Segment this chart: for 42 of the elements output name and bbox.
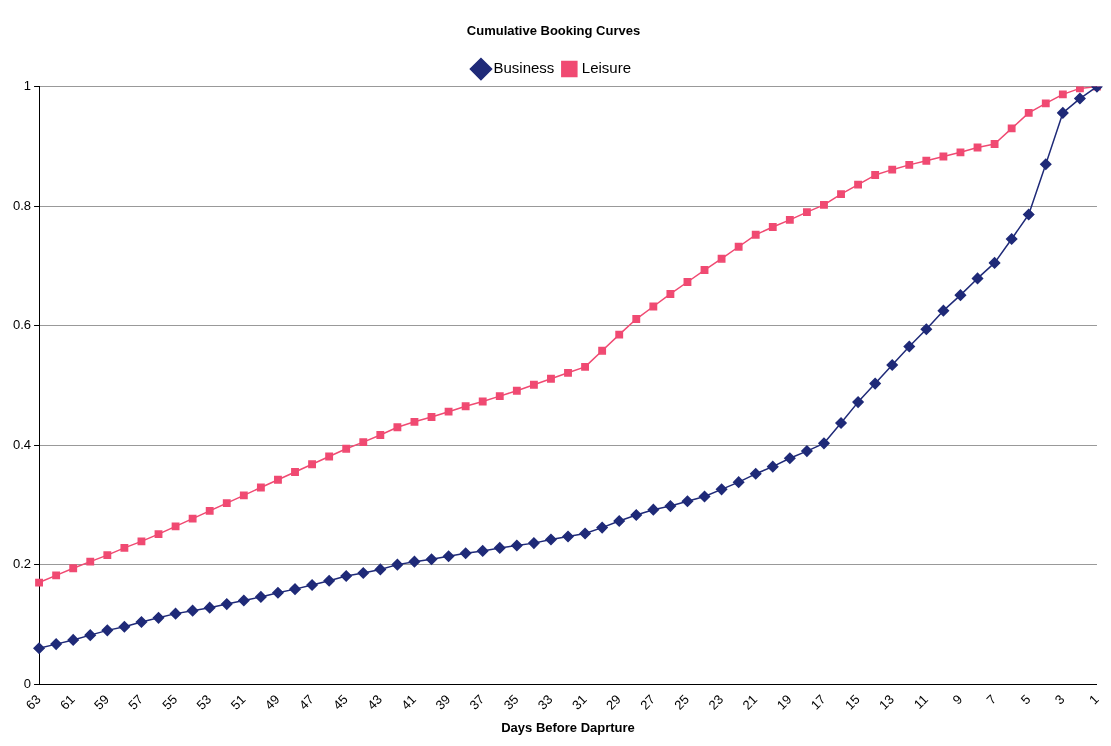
x-tick-label: 29 bbox=[603, 691, 624, 713]
x-tick-label: 43 bbox=[364, 691, 385, 713]
x-tick-label: 27 bbox=[637, 691, 658, 713]
x-tick-label: 9 bbox=[949, 691, 966, 708]
x-tick-label: 3 bbox=[1051, 691, 1068, 708]
x-tick-label: 31 bbox=[568, 691, 590, 713]
x-tick-label: 41 bbox=[398, 691, 420, 713]
x-tick-label: 47 bbox=[295, 691, 317, 713]
legend-label: Business bbox=[493, 59, 555, 77]
x-tick-label: 57 bbox=[125, 691, 147, 713]
y-tick-label: 0.6 bbox=[12, 317, 32, 333]
x-tick-label: 39 bbox=[432, 691, 454, 713]
x-tick-label: 7 bbox=[983, 691, 1000, 708]
x-tick-label: 63 bbox=[22, 691, 44, 713]
x-tick-label: 1 bbox=[1085, 691, 1102, 708]
x-tick-label: 23 bbox=[705, 691, 727, 713]
x-tick-label: 53 bbox=[193, 691, 215, 713]
x-tick-label: 21 bbox=[739, 691, 761, 713]
y-tick-label: 0 bbox=[23, 675, 32, 691]
y-tick-label: 0.2 bbox=[12, 556, 32, 572]
x-tick-label: 13 bbox=[876, 691, 897, 713]
y-tick-label: 1 bbox=[23, 78, 32, 94]
x-tick-label: 19 bbox=[773, 691, 795, 713]
x-tick-label: 15 bbox=[841, 691, 863, 713]
x-tick-label: 45 bbox=[330, 691, 351, 713]
y-tick-label: 0.8 bbox=[12, 197, 32, 213]
x-tick-label: 59 bbox=[91, 691, 112, 713]
x-tick-label: 35 bbox=[500, 691, 522, 713]
x-tick-label: 17 bbox=[807, 691, 829, 713]
x-tick-label: 25 bbox=[671, 691, 693, 713]
x-tick-label: 5 bbox=[1017, 691, 1034, 708]
x-tick-label: 49 bbox=[261, 691, 283, 713]
x-tick-label: 51 bbox=[227, 691, 249, 713]
x-tick-label: 37 bbox=[466, 691, 488, 713]
x-tick-label: 55 bbox=[159, 691, 181, 713]
x-axis-title: Days Before Daprture bbox=[501, 719, 635, 735]
x-tick-label: 33 bbox=[534, 691, 556, 713]
y-tick-label: 0.4 bbox=[12, 436, 32, 452]
chart-title: Cumulative Booking Curves bbox=[466, 23, 641, 39]
x-tick-label: 11 bbox=[910, 691, 931, 712]
x-tick-label: 61 bbox=[57, 691, 78, 713]
legend-label: Leisure bbox=[581, 59, 632, 77]
